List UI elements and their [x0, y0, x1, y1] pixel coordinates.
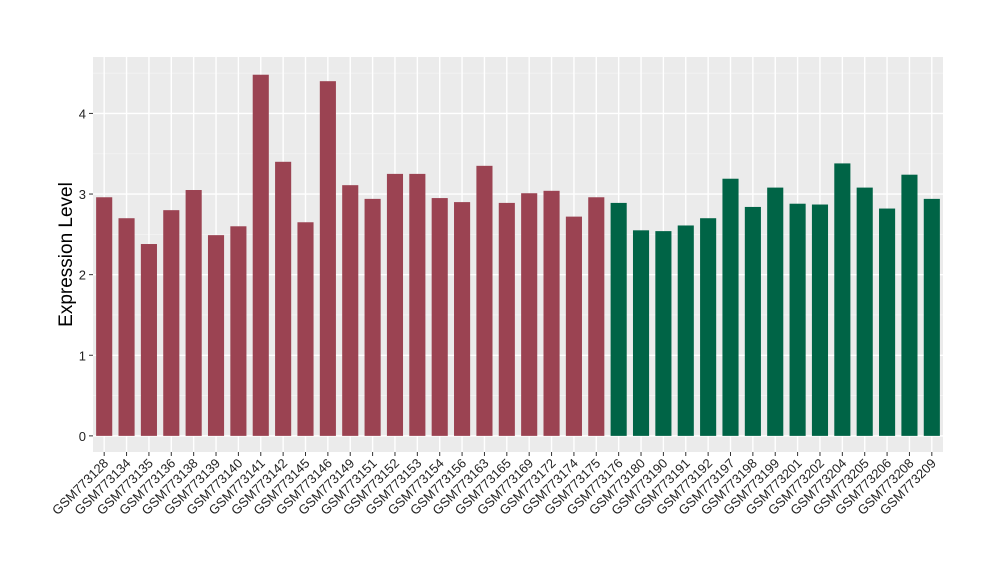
- y-tick-label: 1: [79, 348, 86, 363]
- bar: [655, 231, 672, 436]
- bar: [118, 218, 135, 436]
- bar: [879, 208, 896, 436]
- bar: [297, 222, 314, 436]
- bar: [275, 161, 292, 436]
- bar: [163, 210, 180, 436]
- bar: [923, 198, 940, 436]
- bar: [454, 202, 471, 436]
- bar: [565, 216, 582, 436]
- bar: [96, 197, 113, 436]
- bar: [230, 226, 247, 436]
- y-tick-label: 2: [79, 268, 86, 283]
- bar: [431, 198, 448, 436]
- bar: [722, 178, 739, 436]
- bar: [767, 187, 784, 436]
- x-axis: GSM773128GSM773134GSM773135GSM773136GSM7…: [49, 452, 939, 518]
- bar: [901, 174, 918, 436]
- y-tick-label: 4: [79, 106, 86, 121]
- bar: [744, 206, 761, 436]
- y-tick-label: 0: [79, 429, 86, 444]
- bar: [521, 193, 538, 436]
- y-tick-label: 3: [79, 187, 86, 202]
- bar: [856, 187, 873, 436]
- bar: [834, 163, 851, 436]
- bar: [207, 235, 225, 436]
- bars: [96, 74, 940, 436]
- y-axis-label: Expression Level: [56, 182, 77, 327]
- bar: [476, 165, 493, 436]
- bar: [700, 218, 717, 436]
- bar: [498, 202, 515, 436]
- bar: [342, 185, 359, 436]
- bar: [789, 203, 806, 436]
- bar: [588, 197, 605, 436]
- bar: [252, 74, 269, 436]
- bar: [677, 225, 694, 436]
- bar: [409, 173, 426, 436]
- bar: [140, 244, 157, 436]
- bar: [632, 230, 650, 436]
- bar: [185, 190, 202, 436]
- bar: [319, 81, 336, 436]
- bar: [543, 190, 560, 436]
- bar: [364, 198, 381, 436]
- bar: [811, 204, 829, 436]
- y-axis: 0 1 2 3 4: [79, 106, 93, 444]
- bar: [610, 202, 627, 436]
- bar: [386, 173, 404, 436]
